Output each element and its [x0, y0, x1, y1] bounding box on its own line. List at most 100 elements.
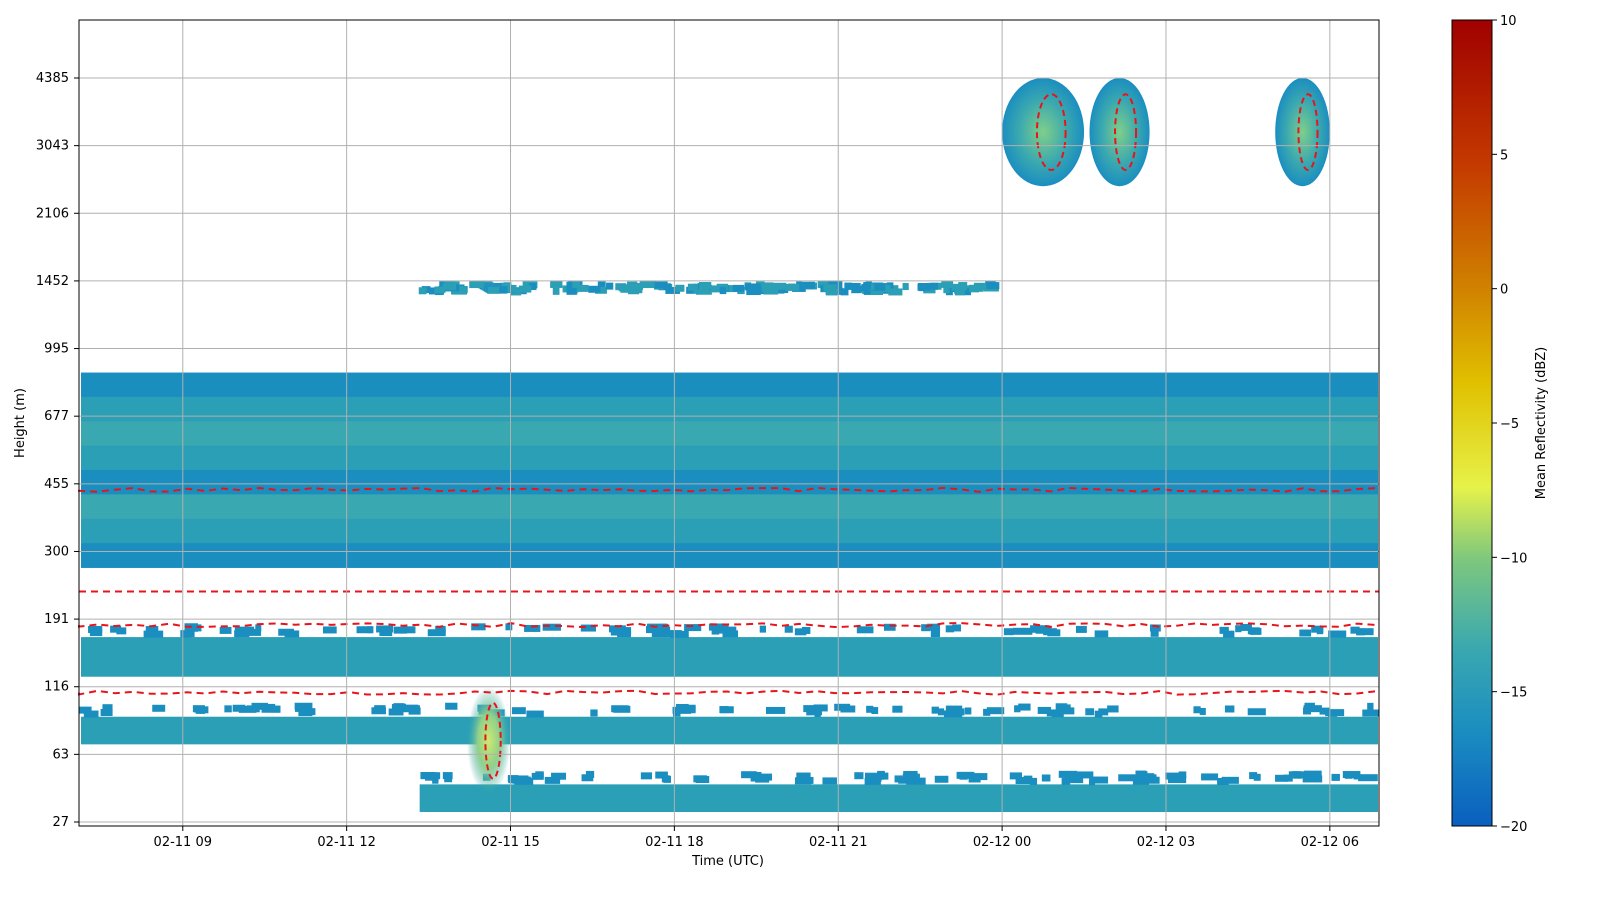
reflectivity-band [81, 518, 1378, 544]
y-axis-label: Height (m) [13, 388, 28, 458]
contour-line [1297, 93, 1319, 171]
reflectivity-cell [1249, 772, 1258, 780]
y-tick-label: 4385 [36, 71, 69, 86]
reflectivity-cell [930, 630, 941, 638]
x-tick-label: 02-11 15 [481, 835, 539, 850]
reflectivity-cell [418, 287, 427, 295]
reflectivity-cell [1132, 777, 1149, 785]
reflectivity-cell [434, 286, 443, 294]
reflectivity-cell [1018, 703, 1031, 711]
reflectivity-cell [1328, 630, 1347, 638]
reflectivity-cell [551, 772, 567, 780]
x-tick-label: 02-11 21 [809, 835, 867, 850]
reflectivity-cell [684, 706, 696, 714]
reflectivity-cell [898, 776, 911, 784]
reflectivity-cell [110, 625, 122, 633]
reflectivity-cell [581, 774, 594, 782]
reflectivity-cell [270, 705, 281, 713]
reflectivity-cell [515, 777, 534, 785]
plot-frame [78, 19, 1380, 827]
reflectivity-cell [469, 281, 486, 289]
y-tick-label: 2106 [36, 206, 69, 221]
reflectivity-band [81, 637, 1378, 677]
y-tick-label: 677 [44, 409, 69, 424]
reflectivity-cell [902, 773, 920, 781]
reflectivity-cell [1094, 630, 1109, 638]
reflectivity-cell [854, 772, 864, 780]
reflectivity-cell [444, 775, 453, 783]
reflectivity-cell [825, 288, 838, 296]
reflectivity-cell [524, 624, 541, 632]
reflectivity-cell [881, 772, 889, 780]
reflectivity-cell [1299, 629, 1312, 637]
reflectivity-cell [1107, 705, 1119, 713]
contour-line [1114, 93, 1138, 171]
reflectivity-cell [720, 706, 734, 714]
reflectivity-cell [379, 629, 390, 637]
reflectivity-cell [713, 624, 729, 632]
reflectivity-cell [190, 624, 198, 632]
reflectivity-cell [655, 771, 668, 779]
reflectivity-cell [1041, 774, 1051, 782]
reflectivity-layer [419, 770, 1378, 812]
reflectivity-cell [590, 709, 598, 717]
reflectivity-cell [801, 776, 814, 784]
reflectivity-cell [968, 284, 984, 292]
reflectivity-cell [402, 626, 416, 634]
reflectivity-cell [466, 686, 511, 795]
y-tick-label: 116 [44, 680, 69, 695]
reflectivity-cell [371, 707, 386, 715]
x-tick-label: 02-12 03 [1137, 835, 1195, 850]
reflectivity-cell [672, 709, 681, 717]
y-tick-label: 455 [44, 477, 69, 492]
reflectivity-cell [445, 702, 458, 710]
contour-line [78, 622, 1376, 629]
colorbar-tick-label: −5 [1500, 417, 1519, 432]
reflectivity-cell [888, 288, 903, 296]
reflectivity-layer [81, 623, 1378, 677]
colorbar-gradient [1451, 19, 1493, 827]
reflectivity-cell [102, 704, 113, 712]
reflectivity-cell [576, 284, 589, 292]
reflectivity-cell [840, 288, 849, 296]
reflectivity-cell [1223, 630, 1235, 638]
reflectivity-cell [232, 704, 246, 712]
reflectivity-cell [744, 283, 761, 291]
reflectivity-cell [618, 284, 630, 292]
reflectivity-cell [388, 708, 404, 716]
reflectivity-cell [1350, 626, 1360, 634]
reflectivity-cell [544, 776, 561, 784]
reflectivity-cell [580, 624, 596, 632]
contour-line [484, 701, 502, 780]
reflectivity-cell [542, 623, 561, 631]
colorbar-tick-label: 5 [1500, 148, 1508, 163]
reflectivity-cell [1304, 702, 1315, 710]
reflectivity-cell [597, 281, 606, 289]
reflectivity-cell [305, 708, 316, 716]
reflectivity-cell [1356, 628, 1365, 636]
reflectivity-cell [675, 284, 685, 292]
reflectivity-cell [892, 705, 903, 713]
colorbar-tick-label: −15 [1500, 686, 1527, 701]
colorbar-tick-label: −20 [1500, 820, 1527, 835]
reflectivity-cell [322, 626, 337, 634]
reflectivity-cell [526, 710, 544, 718]
reflectivity-cell [763, 287, 779, 295]
reflectivity-cell [1147, 774, 1157, 782]
reflectivity-cell [823, 284, 837, 292]
reflectivity-cell [284, 630, 300, 638]
reflectivity-cell [1037, 706, 1052, 714]
reflectivity-cell [198, 706, 205, 714]
reflectivity-cell [1249, 627, 1262, 635]
reflectivity-cell [401, 705, 420, 713]
reflectivity-cell [964, 707, 972, 715]
reflectivity-cell [902, 283, 909, 291]
contour-line [1035, 93, 1067, 171]
reflectivity-cell [687, 283, 699, 291]
reflectivity-cell [518, 285, 532, 293]
reflectivity-cell [511, 707, 526, 715]
reflectivity-cell [1058, 770, 1078, 778]
colorbar-tick-label: −10 [1500, 551, 1527, 566]
reflectivity-cell [1302, 775, 1323, 783]
reflectivity-cell [1012, 627, 1033, 635]
